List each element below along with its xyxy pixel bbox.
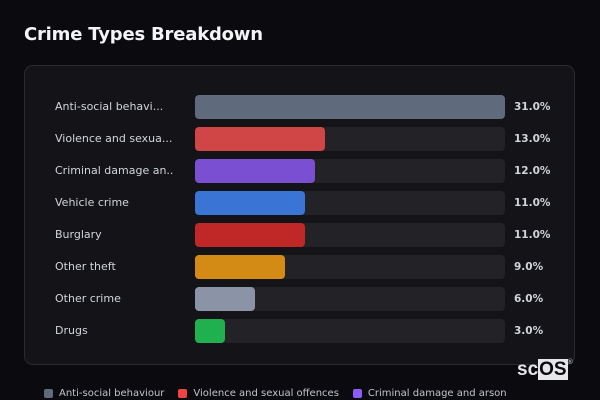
- watermark-prefix: sc: [517, 359, 539, 380]
- bar-fill[interactable]: [195, 255, 285, 279]
- bar-fill[interactable]: [195, 287, 255, 311]
- bar-track: [195, 287, 505, 311]
- bar-row[interactable]: Other crime 6.0%: [25, 287, 574, 311]
- bar-label: Vehicle crime: [55, 196, 129, 209]
- bar-fill[interactable]: [195, 127, 325, 151]
- chart-panel: Anti-social behavi... 31.0% Violence and s…: [24, 65, 575, 365]
- bar-fill[interactable]: [195, 95, 505, 119]
- bar-label: Burglary: [55, 228, 102, 241]
- legend-item[interactable]: Criminal damage and arson: [352, 387, 507, 399]
- bar-fill[interactable]: [195, 223, 305, 247]
- bar-value: 12.0%: [514, 165, 551, 177]
- legend-swatch-icon: [178, 388, 188, 398]
- legend-label: Criminal damage and arson: [367, 387, 507, 399]
- legend-swatch-icon: [352, 388, 362, 398]
- bar-value: 3.0%: [514, 325, 544, 337]
- legend-item[interactable]: Anti-social behaviour: [44, 388, 164, 399]
- bar-fill[interactable]: [195, 159, 315, 183]
- bar-value: 9.0%: [514, 261, 544, 273]
- bar-label: Violence and sexua...: [55, 132, 173, 145]
- watermark-box: OS: [538, 359, 568, 380]
- chart-title: Crime Types Breakdown: [24, 24, 263, 45]
- legend-swatch-icon: [44, 388, 53, 398]
- bar-value: 11.0%: [514, 197, 551, 209]
- bar-value: 31.0%: [514, 101, 551, 113]
- bar-label: Other crime: [55, 292, 121, 305]
- bar-track: [195, 127, 505, 151]
- bar-track: [195, 191, 505, 215]
- legend-item[interactable]: Violence and sexual offences: [178, 388, 339, 399]
- legend-label: Anti-social behaviour: [59, 387, 165, 399]
- bar-label: Anti-social behavi...: [55, 100, 164, 113]
- bar-value: 6.0%: [514, 293, 544, 305]
- bar-row[interactable]: Drugs 3.0%: [25, 319, 574, 343]
- bar-row[interactable]: Criminal damage an... 12.0%: [25, 159, 574, 183]
- bar-fill[interactable]: [195, 319, 225, 343]
- bar-track: [195, 319, 505, 343]
- bar-row[interactable]: Vehicle crime 11.0%: [25, 191, 574, 215]
- registered-mark: ®: [567, 359, 573, 366]
- bar-row[interactable]: Violence and sexua... 13.0%: [25, 127, 574, 151]
- bar-row[interactable]: Anti-social behavi... 31.0%: [25, 95, 574, 119]
- bar-value: 13.0%: [514, 133, 551, 145]
- bar-track: [195, 159, 505, 183]
- bar-label: Criminal damage an...: [55, 164, 173, 177]
- watermark-logo: scOS®: [517, 359, 573, 381]
- legend-label: Violence and sexual offences: [193, 387, 339, 399]
- chart-legend: Anti-social behaviour Violence and sexual…: [44, 386, 521, 400]
- bar-track: [195, 95, 505, 119]
- bar-label: Drugs: [55, 324, 88, 337]
- bar-label: Other theft: [55, 260, 116, 273]
- bar-value: 11.0%: [514, 229, 551, 241]
- bar-track: [195, 255, 505, 279]
- bar-row[interactable]: Other theft 9.0%: [25, 255, 574, 279]
- bar-track: [195, 223, 505, 247]
- bar-fill[interactable]: [195, 191, 305, 215]
- bar-row[interactable]: Burglary 11.0%: [25, 223, 574, 247]
